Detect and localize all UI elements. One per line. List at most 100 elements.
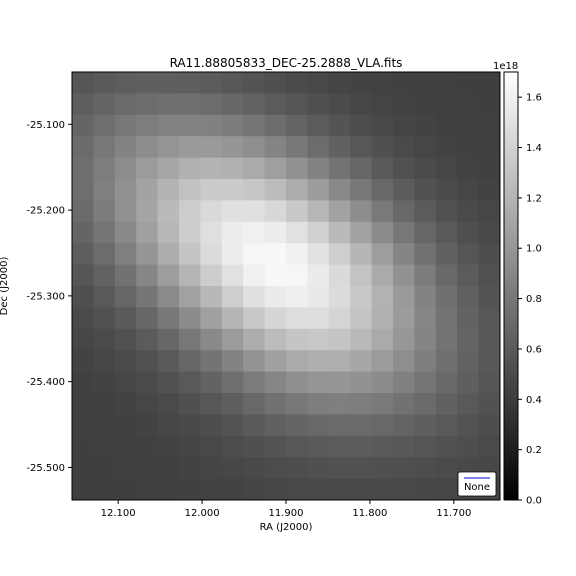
heatmap-cell bbox=[72, 328, 94, 351]
heatmap-cell bbox=[328, 457, 351, 479]
heatmap-cell bbox=[264, 435, 287, 458]
heatmap-cell bbox=[414, 243, 437, 265]
heatmap-cell bbox=[200, 264, 223, 287]
heatmap-cell bbox=[157, 286, 180, 308]
heatmap-cell bbox=[457, 114, 479, 137]
heatmap-cell bbox=[157, 243, 180, 265]
heatmap-cell bbox=[200, 157, 223, 180]
heatmap-cell bbox=[72, 393, 94, 415]
heatmap-cell bbox=[136, 264, 158, 287]
heatmap-cell bbox=[72, 243, 94, 265]
heatmap-cell bbox=[157, 157, 180, 180]
heatmap-cell bbox=[478, 114, 501, 137]
heatmap-cell bbox=[136, 457, 158, 479]
heatmap-cell bbox=[393, 221, 415, 244]
heatmap-cell bbox=[478, 264, 501, 287]
heatmap-cell bbox=[243, 435, 265, 458]
heatmap-cell bbox=[286, 371, 308, 394]
x-tick-label: 12.100 bbox=[101, 508, 136, 519]
heatmap-cell bbox=[457, 72, 479, 94]
heatmap-cell bbox=[179, 157, 201, 180]
heatmap-cell bbox=[264, 93, 287, 116]
heatmap-cell bbox=[457, 221, 479, 244]
heatmap-cell bbox=[179, 264, 201, 287]
heatmap-cell bbox=[435, 393, 458, 415]
heatmap-cell bbox=[457, 350, 479, 372]
heatmap-cell bbox=[221, 93, 244, 116]
heatmap-cell bbox=[72, 221, 94, 244]
heatmap-cell bbox=[328, 114, 351, 137]
heatmap-cell bbox=[371, 179, 394, 201]
heatmap-cell bbox=[179, 179, 201, 201]
heatmap-cell bbox=[136, 478, 158, 501]
heatmap-cell bbox=[72, 72, 94, 94]
heatmap-cell bbox=[243, 328, 265, 351]
heatmap-cell bbox=[264, 157, 287, 180]
heatmap-cell bbox=[221, 200, 244, 223]
heatmap-cell bbox=[478, 328, 501, 351]
heatmap-cell bbox=[264, 350, 287, 372]
heatmap-cell bbox=[478, 179, 501, 201]
heatmap-cell bbox=[243, 243, 265, 265]
heatmap-cell bbox=[243, 414, 265, 437]
heatmap-cell bbox=[478, 200, 501, 223]
heatmap-cell bbox=[243, 136, 265, 158]
colorbar-tick-label: 1.2 bbox=[526, 193, 542, 204]
heatmap-cell bbox=[93, 114, 116, 137]
y-axis: -25.100 -25.200 -25.300 -25.400 -25.500 bbox=[26, 120, 72, 474]
heatmap-cell bbox=[371, 393, 394, 415]
heatmap-cell bbox=[136, 221, 158, 244]
heatmap-cell bbox=[371, 93, 394, 116]
heatmap-cell bbox=[350, 435, 372, 458]
heatmap-cell bbox=[371, 478, 394, 501]
heatmap-cell bbox=[221, 350, 244, 372]
heatmap-cell bbox=[414, 414, 437, 437]
heatmap-cell bbox=[72, 457, 94, 479]
heatmap-cell bbox=[179, 457, 201, 479]
heatmap-cell bbox=[435, 93, 458, 116]
heatmap-cell bbox=[264, 307, 287, 330]
heatmap-cell bbox=[350, 200, 372, 223]
heatmap-cell bbox=[328, 371, 351, 394]
heatmap-cell bbox=[393, 350, 415, 372]
heatmap-cell bbox=[435, 307, 458, 330]
heatmap-cell bbox=[114, 72, 137, 94]
heatmap-cell bbox=[371, 264, 394, 287]
heatmap-cell bbox=[114, 93, 137, 116]
heatmap-cell bbox=[393, 93, 415, 116]
heatmap-cell bbox=[307, 457, 330, 479]
heatmap-cell bbox=[221, 478, 244, 501]
heatmap-cell bbox=[414, 221, 437, 244]
heatmap-cell bbox=[221, 286, 244, 308]
heatmap-cell bbox=[200, 414, 223, 437]
heatmap-cell bbox=[435, 478, 458, 501]
heatmap-cell bbox=[72, 435, 94, 458]
heatmap-cell bbox=[136, 179, 158, 201]
heatmap-cell bbox=[307, 414, 330, 437]
heatmap-cell bbox=[221, 72, 244, 94]
heatmap-cell bbox=[478, 93, 501, 116]
heatmap-cell bbox=[435, 243, 458, 265]
heatmap-cell bbox=[114, 350, 137, 372]
heatmap-cell bbox=[350, 114, 372, 137]
heatmap-cell bbox=[393, 414, 415, 437]
heatmap-cell bbox=[371, 72, 394, 94]
heatmap-cell bbox=[93, 457, 116, 479]
heatmap-cell bbox=[93, 157, 116, 180]
heatmap-cell bbox=[93, 200, 116, 223]
heatmap-cell bbox=[114, 157, 137, 180]
heatmap-cell bbox=[136, 93, 158, 116]
colorbar-tick-label: 0.0 bbox=[526, 496, 542, 507]
heatmap-cell bbox=[457, 286, 479, 308]
heatmap-cell bbox=[72, 307, 94, 330]
x-tick-label: 11.800 bbox=[352, 508, 387, 519]
heatmap-cell bbox=[435, 414, 458, 437]
heatmap-cell bbox=[478, 136, 501, 158]
heatmap-cell bbox=[457, 179, 479, 201]
heatmap-cell bbox=[136, 435, 158, 458]
heatmap-cell bbox=[414, 478, 437, 501]
heatmap-cell bbox=[114, 179, 137, 201]
heatmap-cell bbox=[435, 435, 458, 458]
heatmap-cell bbox=[371, 435, 394, 458]
x-tick-label: 11.900 bbox=[269, 508, 304, 519]
